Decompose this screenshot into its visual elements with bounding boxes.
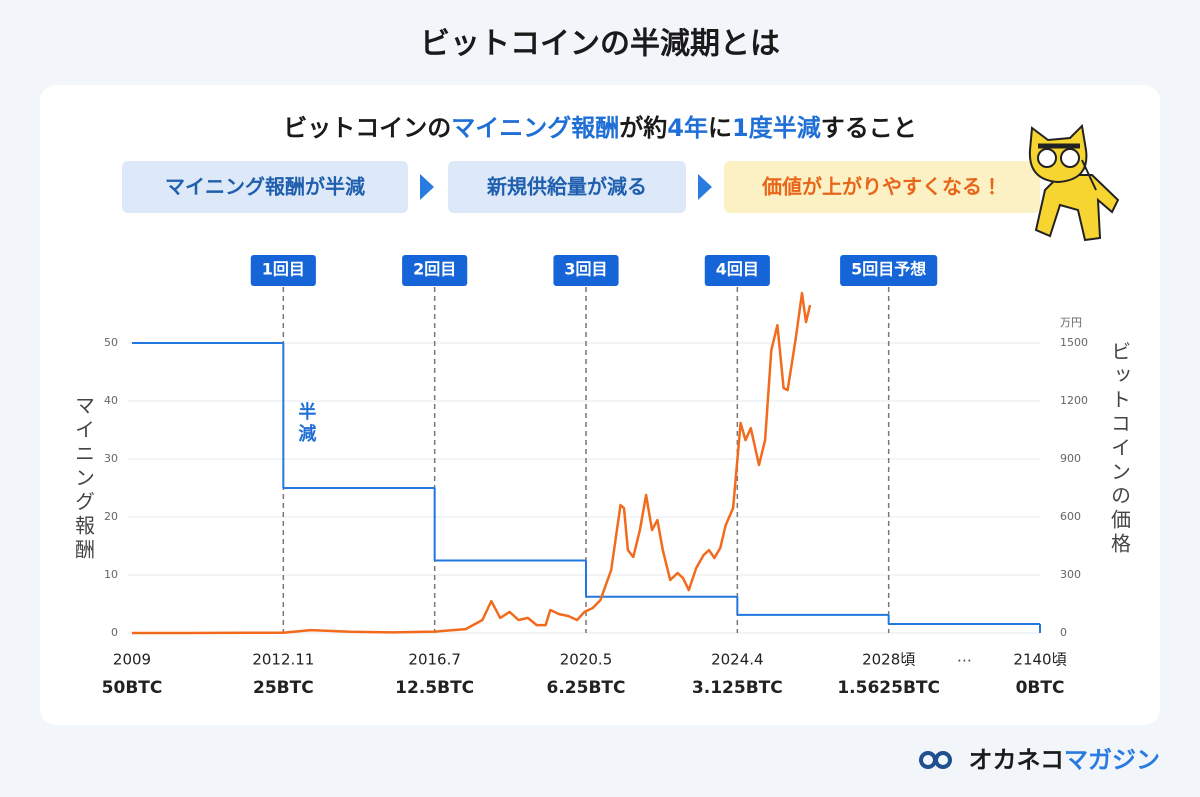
subtitle-part: すること — [821, 114, 917, 142]
y2-tick-label: 1500 — [1060, 336, 1088, 349]
event-box — [402, 255, 468, 286]
y2-unit: 万円 — [1060, 316, 1082, 329]
subtitle-part: が約 — [619, 114, 667, 142]
subtitle: ビットコインのマイニング報酬が約4年に1度半減すること — [283, 114, 916, 142]
value-label: 12.5BTC — [395, 678, 474, 698]
flow-box — [122, 161, 408, 213]
event-box — [553, 255, 619, 286]
y2-tick-label: 600 — [1060, 510, 1081, 523]
y-tick-label: 10 — [104, 568, 118, 581]
y-tick-label: 30 — [104, 452, 118, 465]
x-tick-label: 2140頃 — [1013, 651, 1066, 669]
value-label: 6.25BTC — [547, 678, 626, 698]
x-tick-label: 2024.4 — [711, 651, 764, 669]
event-box — [840, 255, 938, 286]
brand-logo — [919, 751, 952, 769]
flow-step: 価値が上がりやすくなる！ — [761, 175, 1002, 199]
y2-tick-label: 0 — [1060, 626, 1067, 639]
value-label: 25BTC — [253, 678, 314, 698]
page-title: ビットコインの半減期とは — [420, 27, 780, 62]
y-tick-label: 40 — [104, 394, 118, 407]
event-label: 3回目 — [564, 260, 607, 279]
brand-suffix: マガジン — [1064, 746, 1160, 774]
card — [40, 85, 1160, 725]
annotation: 半減 — [295, 401, 316, 446]
brand-name: オカネコ — [968, 746, 1064, 774]
flow-arrow — [420, 174, 434, 200]
axis-break: … — [957, 648, 972, 666]
y-tick-label: 0 — [111, 626, 118, 639]
subtitle-emphasis: マイニング報酬 — [451, 114, 619, 142]
flow-arrow — [698, 174, 712, 200]
x-tick-label: 2012.11 — [252, 651, 314, 669]
flow-box — [448, 161, 686, 213]
subtitle-emphasis: 1度半減 — [732, 114, 821, 142]
event-label: 1回目 — [262, 260, 305, 279]
event-box — [704, 255, 770, 286]
event-label: 5回目予想 — [851, 260, 926, 279]
x-tick-label: 2020.5 — [560, 651, 613, 669]
x-tick-label: 2028頃 — [862, 651, 915, 669]
y2-tick-label: 900 — [1060, 452, 1081, 465]
value-label: 1.5625BTC — [837, 678, 940, 698]
flow-step: 新規供給量が減る — [486, 175, 647, 199]
price-line — [132, 291, 812, 635]
flow-box — [724, 161, 1040, 213]
event-box — [250, 255, 316, 286]
x-tick-label: 2009 — [113, 651, 151, 669]
value-label: 50BTC — [102, 678, 163, 698]
y-tick-label: 50 — [104, 336, 118, 349]
x-tick-label: 2016.7 — [408, 651, 461, 669]
flow-step: マイニング報酬が半減 — [165, 175, 365, 199]
subtitle-part: に — [708, 114, 732, 142]
value-label: 0BTC — [1016, 678, 1065, 698]
y2-tick-label: 300 — [1060, 568, 1081, 581]
event-label: 2回目 — [413, 260, 456, 279]
brand: オカネコマガジン — [968, 746, 1160, 774]
y-axis-label: マイニング報酬 — [72, 395, 96, 563]
subtitle-part: ビットコインの — [283, 114, 451, 142]
subtitle-emphasis: 4年 — [667, 114, 708, 142]
y-tick-label: 20 — [104, 510, 118, 523]
y2-tick-label: 1200 — [1060, 394, 1088, 407]
cat-illustration — [1028, 123, 1120, 242]
event-label: 4回目 — [716, 260, 759, 279]
y2-axis-label: ビットコインの価格 — [1108, 341, 1132, 557]
value-label: 3.125BTC — [692, 678, 783, 698]
